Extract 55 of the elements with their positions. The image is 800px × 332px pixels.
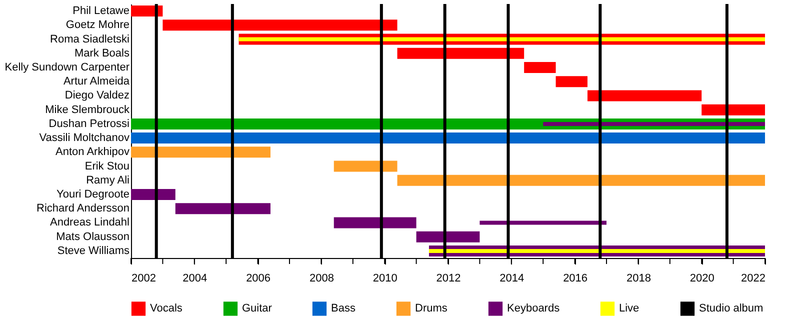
y-tick-label: Roma Siadletski [50, 33, 130, 46]
bar [131, 132, 765, 144]
x-tick-label: 2012 [436, 272, 461, 284]
y-tick-label: Artur Almeida [63, 76, 130, 88]
y-tick-label: Kelly Sundown Carpenter [4, 62, 130, 74]
bar [543, 122, 765, 126]
bar [702, 104, 765, 116]
bar [131, 189, 176, 200]
x-tick-label: 2006 [246, 272, 271, 284]
bar [238, 37, 765, 42]
y-tick-label: Erik Stou [84, 160, 130, 172]
bar [416, 231, 480, 242]
y-tick-label: Vassili Moltchanov [39, 132, 130, 144]
bar [587, 90, 702, 102]
legend-label: Live [619, 302, 640, 315]
x-tick-label: 2002 [132, 272, 156, 284]
legend-label: Studio album [699, 302, 764, 315]
bar [397, 48, 524, 59]
x-tick-label: 2016 [563, 272, 588, 284]
x-tick-label: 2010 [372, 272, 398, 284]
y-tick-label: Ramy Ali [86, 174, 130, 186]
y-tick-label: Mike Slembrouck [45, 104, 130, 116]
y-tick-label: Anton Arkhipov [56, 146, 130, 158]
bar [162, 20, 398, 31]
legend-label: Guitar [242, 302, 272, 315]
legend-label: Drums [415, 302, 448, 315]
x-tick-label: 2022 [741, 272, 766, 284]
bar [428, 248, 765, 253]
y-tick-label: Goetz Mohre [66, 19, 130, 32]
legend-label: Bass [331, 302, 356, 315]
x-tick-label: 2014 [500, 272, 524, 284]
y-tick-label: Phil Letawe [72, 5, 130, 18]
y-tick-label: Mats Olausson [56, 230, 130, 243]
y-tick-label: Mark Boals [74, 47, 130, 60]
y-tick-label: Diego Valdez [64, 90, 130, 102]
y-tick-label: Youri Degroote [56, 188, 130, 200]
bar [397, 174, 765, 186]
bar [131, 6, 163, 17]
x-tick-label: 2008 [309, 272, 334, 284]
x-tick-label: 2004 [182, 272, 208, 284]
bar [175, 203, 270, 214]
legend-label: Vocals [150, 302, 183, 315]
y-tick-label: Richard Andersson [36, 202, 130, 215]
bar [556, 76, 588, 88]
y-tick-label: Dushan Petrossi [48, 118, 130, 130]
x-tick-label: 2020 [690, 272, 714, 284]
bar [131, 146, 270, 158]
bar [334, 217, 416, 228]
x-tick-label: 2018 [626, 272, 651, 284]
y-tick-label: Steve Williams [57, 244, 130, 257]
legend-label: Keyboards [507, 302, 560, 315]
bar [524, 62, 556, 73]
y-tick-label: Andreas Lindahl [50, 216, 130, 229]
bar [334, 160, 398, 172]
bar [480, 220, 606, 225]
